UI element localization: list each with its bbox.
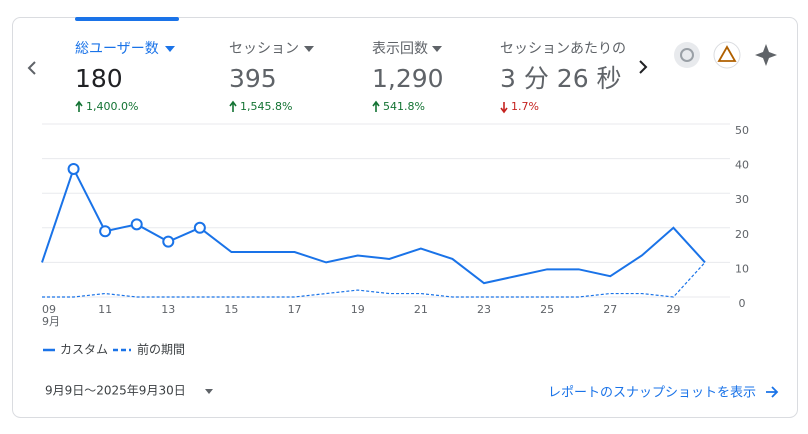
change-arrow — [372, 100, 380, 112]
y-tick-label: 40 — [735, 159, 749, 172]
legend-label: カスタム — [60, 343, 108, 357]
x-tick-label: 27 — [603, 303, 617, 316]
data-point[interactable] — [99, 225, 112, 238]
metric-value: 1,290 — [372, 64, 444, 93]
link-arrow — [766, 386, 779, 398]
y-tick-label: 0 — [739, 297, 746, 310]
metric-value: 180 — [75, 64, 123, 93]
series-line — [41, 166, 706, 285]
x-tick-label: 09 — [42, 303, 56, 316]
series-line — [42, 261, 706, 298]
data-point[interactable] — [193, 221, 206, 234]
metric-dropdown[interactable] — [432, 46, 442, 52]
prev-arrow[interactable] — [27, 61, 36, 75]
metric-value: 395 — [229, 64, 277, 93]
metric-change: 1,400.0% — [86, 100, 138, 113]
metric-label[interactable]: セッションあたりの — [500, 41, 626, 57]
selected-tab-indicator — [75, 17, 179, 21]
x-tick-label: 19 — [351, 303, 365, 316]
month-label: 9月 — [42, 315, 60, 328]
x-tick-label: 13 — [161, 303, 175, 316]
data-point[interactable] — [130, 218, 143, 231]
data-point[interactable] — [67, 162, 80, 175]
change-arrow — [500, 102, 508, 114]
medal-icon[interactable] — [674, 42, 700, 68]
y-tick-label: 30 — [735, 193, 749, 206]
metric-label[interactable]: 表示回数 — [372, 41, 428, 57]
sparkle-icon[interactable] — [755, 44, 777, 66]
card — [12, 17, 798, 418]
next-arrow[interactable] — [639, 60, 648, 74]
x-tick-label: 15 — [224, 303, 238, 316]
alert-triangle — [717, 45, 737, 62]
date-dropdown-arrow[interactable] — [205, 389, 213, 394]
metric-change: 1.7% — [511, 100, 539, 113]
metric-dropdown[interactable] — [304, 46, 314, 52]
legend-label: 前の期間 — [137, 342, 185, 357]
change-arrow — [75, 100, 83, 112]
x-tick-label: 23 — [477, 303, 491, 316]
metric-change: 1,545.8% — [240, 100, 292, 113]
date-range[interactable]: 9月9日～2025年9月30日 — [45, 384, 186, 398]
y-tick-label: 50 — [735, 124, 749, 137]
metric-label[interactable]: 総ユーザー数 — [75, 41, 159, 57]
data-point[interactable] — [162, 235, 175, 248]
x-tick-label: 29 — [666, 303, 680, 316]
x-tick-label: 25 — [540, 303, 554, 316]
medal-icon-inner — [680, 48, 694, 62]
x-tick-label: 11 — [98, 303, 112, 316]
snapshot-link[interactable]: レポートのスナップショットを表示 — [548, 386, 756, 401]
x-tick-label: 17 — [288, 303, 302, 316]
metric-dropdown[interactable] — [165, 46, 175, 52]
y-tick-label: 10 — [735, 262, 749, 275]
metric-change: 541.8% — [383, 100, 425, 113]
metric-label[interactable]: セッション — [229, 41, 299, 57]
change-arrow — [229, 100, 237, 112]
y-tick-label: 20 — [735, 228, 749, 241]
metric-value: 3 分 26 秒 — [500, 64, 622, 93]
x-tick-label: 21 — [414, 303, 428, 316]
